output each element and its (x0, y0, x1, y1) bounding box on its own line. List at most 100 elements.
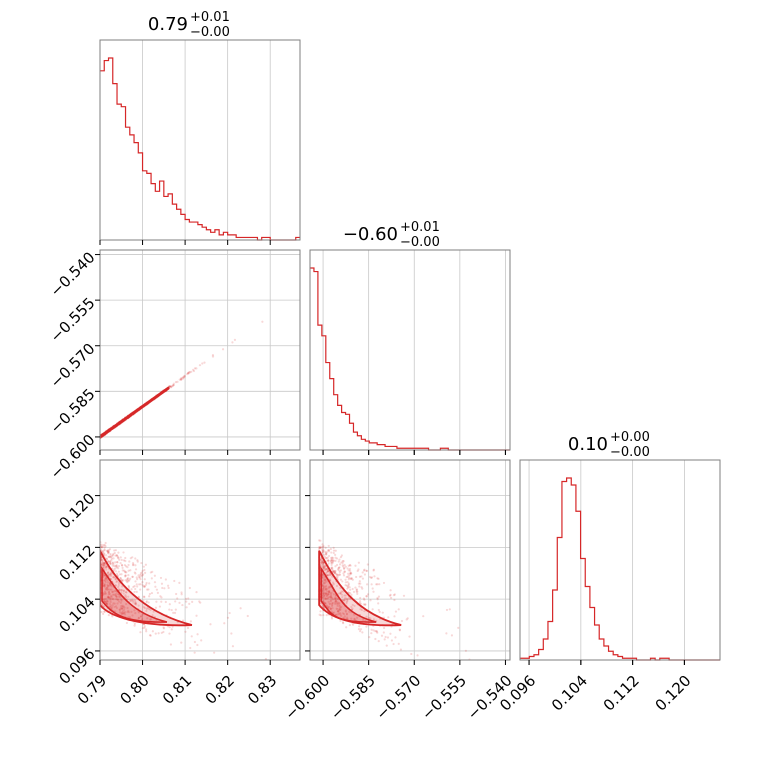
scatter-point (143, 585, 146, 588)
scatter-point (355, 588, 359, 591)
hist-panel-0: 0.79 +0.01−0.00 (99, 10, 301, 245)
scatter-point (148, 618, 152, 621)
scatter-point (112, 597, 115, 601)
scatter-point (335, 597, 338, 600)
scatter-point (178, 378, 181, 381)
scatter-point (131, 556, 134, 559)
x-tick-label: −0.570 (373, 672, 425, 724)
scatter-point (329, 547, 332, 551)
scatter-point (133, 609, 136, 612)
scatter-point (141, 584, 144, 587)
scatter-point (124, 590, 127, 594)
scatter-point (162, 627, 166, 630)
scatter-point (120, 588, 123, 592)
scatter-point (179, 378, 183, 381)
scatter-point (323, 565, 327, 568)
x-tick-label: 0.80 (116, 672, 152, 708)
scatter-point (103, 590, 107, 593)
scatter-point (343, 597, 347, 600)
scatter-point (103, 599, 106, 603)
scatter-point (394, 610, 398, 613)
scatter-point (101, 603, 104, 606)
scatter-point (109, 583, 113, 587)
scatter-point (321, 588, 324, 591)
scatter-point (445, 632, 448, 635)
scatter-point (330, 567, 333, 570)
scatter-point (365, 615, 368, 618)
scatter-point (325, 557, 328, 560)
scatter-point (124, 575, 127, 578)
scatter-point (138, 611, 141, 614)
scatter-point (344, 609, 347, 612)
scatter-point (143, 585, 147, 588)
scatter-point (331, 561, 334, 565)
scatter-point (196, 643, 199, 647)
scatter-point (104, 602, 108, 605)
scatter-point (319, 539, 322, 542)
scatter-point (176, 380, 179, 383)
scatter-point (101, 545, 104, 548)
scatter-point (122, 589, 125, 592)
scatter-point (332, 582, 335, 586)
scatter-point (322, 600, 325, 603)
scatter-point (178, 581, 181, 584)
scatter-point (106, 602, 109, 605)
scatter-point (359, 630, 362, 633)
scatter-point (116, 561, 119, 564)
scatter-point (319, 545, 322, 548)
scatter-point (104, 577, 107, 580)
scatter-point (355, 616, 359, 619)
scatter-point (330, 566, 333, 569)
scatter-point (341, 580, 344, 583)
scatter-point (339, 556, 343, 559)
scatter-point (373, 575, 376, 578)
scatter-point (226, 616, 230, 619)
scatter-point (192, 369, 196, 373)
scatter-point (374, 630, 377, 633)
scatter-point (326, 574, 329, 577)
scatter-point (398, 628, 401, 631)
scatter-point (103, 564, 106, 567)
scatter-point (109, 554, 112, 557)
scatter-point (133, 624, 136, 627)
scatter-point (183, 374, 186, 377)
scatter-point (354, 564, 357, 567)
scatter-point (104, 597, 108, 600)
scatter-point (119, 561, 122, 565)
scatter-point (328, 572, 331, 575)
scatter-point (144, 563, 147, 566)
scatter-point (140, 571, 143, 574)
scatter-point (139, 615, 143, 618)
scatter-point (338, 571, 341, 574)
scatter-point (347, 585, 350, 588)
scatter-point (118, 608, 121, 611)
scatter-point (103, 583, 106, 586)
scatter-point (120, 598, 123, 601)
scatter-point (348, 624, 351, 627)
scatter-point (143, 626, 146, 629)
scatter-point (106, 586, 109, 589)
scatter-point (102, 564, 106, 567)
scatter-point (115, 565, 118, 568)
scatter-point (172, 382, 175, 385)
scatter-point (328, 605, 331, 608)
hist-frame (519, 459, 721, 661)
scatter-point (140, 561, 143, 565)
scatter-point (231, 341, 234, 344)
scatter-point (182, 376, 185, 379)
scatter-point (129, 569, 132, 572)
scatter-point (323, 553, 326, 556)
scatter-point (329, 593, 333, 596)
scatter-point (112, 602, 115, 605)
scatter-point (213, 664, 215, 666)
scatter-point (348, 586, 351, 589)
scatter-point (344, 565, 347, 568)
scatter-point (170, 385, 173, 388)
scatter-point (334, 600, 337, 603)
scatter-point (111, 590, 114, 593)
scatter-point (383, 638, 386, 641)
scatter-point (109, 574, 113, 577)
scatter-point (336, 613, 339, 616)
scatter-point (174, 600, 177, 603)
scatter-point (145, 583, 148, 586)
